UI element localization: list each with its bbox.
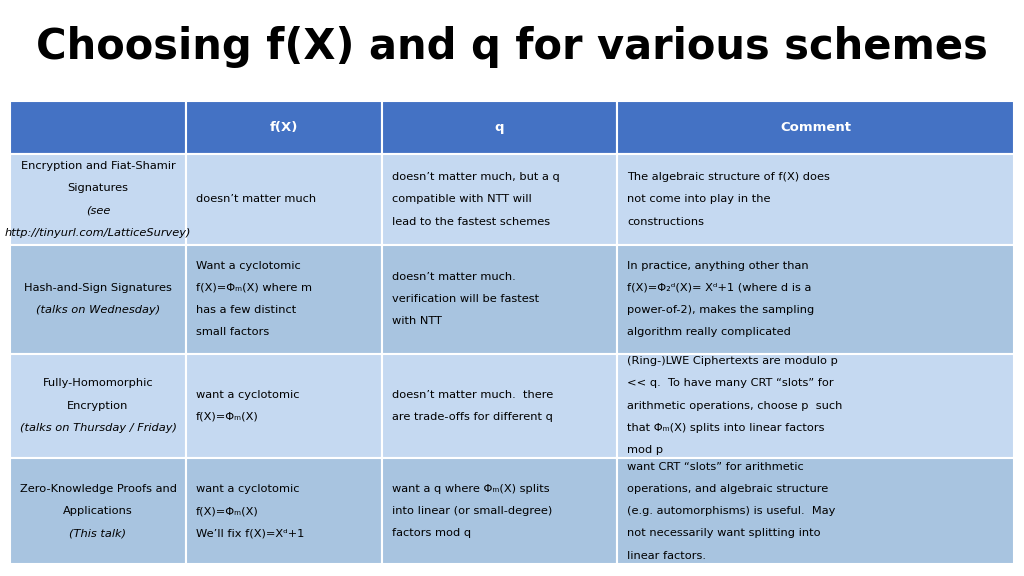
Text: algorithm really complicated: algorithm really complicated (628, 327, 792, 338)
Text: (e.g. automorphisms) is useful.  May: (e.g. automorphisms) is useful. May (628, 506, 836, 516)
Text: Applications: Applications (63, 506, 133, 516)
Text: constructions: constructions (628, 217, 705, 226)
Text: are trade-offs for different q: are trade-offs for different q (391, 412, 553, 422)
Bar (186, 154, 382, 245)
Text: (talks on Wednesday): (talks on Wednesday) (36, 305, 160, 315)
Text: factors mod q: factors mod q (391, 528, 471, 539)
Bar (10, 101, 186, 154)
Text: f(X)=Φₘ(X) where m: f(X)=Φₘ(X) where m (196, 283, 312, 293)
Text: In practice, anything other than: In practice, anything other than (628, 260, 809, 271)
Text: that Φₘ(X) splits into linear factors: that Φₘ(X) splits into linear factors (628, 423, 825, 433)
Text: has a few distinct: has a few distinct (196, 305, 296, 315)
Bar (382, 245, 617, 354)
Text: mod p: mod p (628, 445, 664, 455)
Text: compatible with NTT will: compatible with NTT will (391, 194, 531, 204)
Text: want CRT “slots” for arithmetic: want CRT “slots” for arithmetic (628, 461, 804, 472)
Text: Comment: Comment (780, 121, 851, 134)
Text: http://tinyurl.com/LatticeSurvey): http://tinyurl.com/LatticeSurvey) (5, 228, 191, 238)
Text: small factors: small factors (196, 327, 269, 338)
Text: Choosing f(X) and q for various schemes: Choosing f(X) and q for various schemes (36, 26, 988, 68)
Bar (617, 354, 1014, 458)
Text: Encryption: Encryption (68, 401, 129, 411)
Text: Encryption and Fiat-Shamir: Encryption and Fiat-Shamir (20, 161, 175, 171)
Bar (186, 458, 382, 564)
Bar (617, 101, 1014, 154)
Text: linear factors.: linear factors. (628, 551, 707, 560)
Text: want a q where Φₘ(X) splits: want a q where Φₘ(X) splits (391, 484, 549, 494)
Text: f(X): f(X) (269, 121, 298, 134)
Text: f(X)=Φₘ(X): f(X)=Φₘ(X) (196, 506, 259, 516)
Bar (10, 458, 186, 564)
Text: doesn’t matter much: doesn’t matter much (196, 194, 316, 204)
Text: (talks on Thursday / Friday): (talks on Thursday / Friday) (19, 423, 176, 433)
Text: f(X)=Φₘ(X): f(X)=Φₘ(X) (196, 412, 259, 422)
Text: (see: (see (86, 206, 111, 215)
Text: want a cyclotomic: want a cyclotomic (196, 484, 299, 494)
Text: doesn’t matter much, but a q: doesn’t matter much, but a q (391, 172, 559, 182)
Bar (617, 458, 1014, 564)
Text: not necessarily want splitting into: not necessarily want splitting into (628, 528, 821, 539)
Text: doesn’t matter much.: doesn’t matter much. (391, 272, 515, 282)
Bar (382, 101, 617, 154)
Text: doesn’t matter much.  there: doesn’t matter much. there (391, 389, 553, 400)
Text: f(X)=Φ₂ᵈ(X)= Xᵈ+1 (where d is a: f(X)=Φ₂ᵈ(X)= Xᵈ+1 (where d is a (628, 283, 812, 293)
Text: arithmetic operations, choose p  such: arithmetic operations, choose p such (628, 401, 843, 411)
Text: << q.  To have many CRT “slots” for: << q. To have many CRT “slots” for (628, 378, 834, 388)
Bar (382, 458, 617, 564)
Bar (10, 154, 186, 245)
Text: power-of-2), makes the sampling: power-of-2), makes the sampling (628, 305, 815, 315)
Bar (382, 154, 617, 245)
Text: We’ll fix f(X)=Xᵈ+1: We’ll fix f(X)=Xᵈ+1 (196, 528, 304, 539)
Bar (186, 245, 382, 354)
Text: with NTT: with NTT (391, 316, 441, 326)
Text: The algebraic structure of f(X) does: The algebraic structure of f(X) does (628, 172, 830, 182)
Text: Zero-Knowledge Proofs and: Zero-Knowledge Proofs and (19, 484, 176, 494)
Bar (186, 101, 382, 154)
Text: operations, and algebraic structure: operations, and algebraic structure (628, 484, 828, 494)
Bar (382, 354, 617, 458)
Bar (10, 354, 186, 458)
Text: q: q (495, 121, 504, 134)
Text: lead to the fastest schemes: lead to the fastest schemes (391, 217, 550, 226)
Text: Signatures: Signatures (68, 183, 129, 193)
Text: (This talk): (This talk) (70, 528, 127, 539)
Text: verification will be fastest: verification will be fastest (391, 294, 539, 304)
Text: (Ring-)LWE Ciphertexts are modulo p: (Ring-)LWE Ciphertexts are modulo p (628, 356, 839, 366)
Bar (10, 245, 186, 354)
Text: want a cyclotomic: want a cyclotomic (196, 389, 299, 400)
Bar (186, 354, 382, 458)
Text: Want a cyclotomic: Want a cyclotomic (196, 260, 301, 271)
Bar (617, 154, 1014, 245)
Text: not come into play in the: not come into play in the (628, 194, 771, 204)
Text: Fully-Homomorphic: Fully-Homomorphic (43, 378, 154, 388)
Text: Hash-and-Sign Signatures: Hash-and-Sign Signatures (25, 283, 172, 293)
Text: into linear (or small-degree): into linear (or small-degree) (391, 506, 552, 516)
Bar (617, 245, 1014, 354)
